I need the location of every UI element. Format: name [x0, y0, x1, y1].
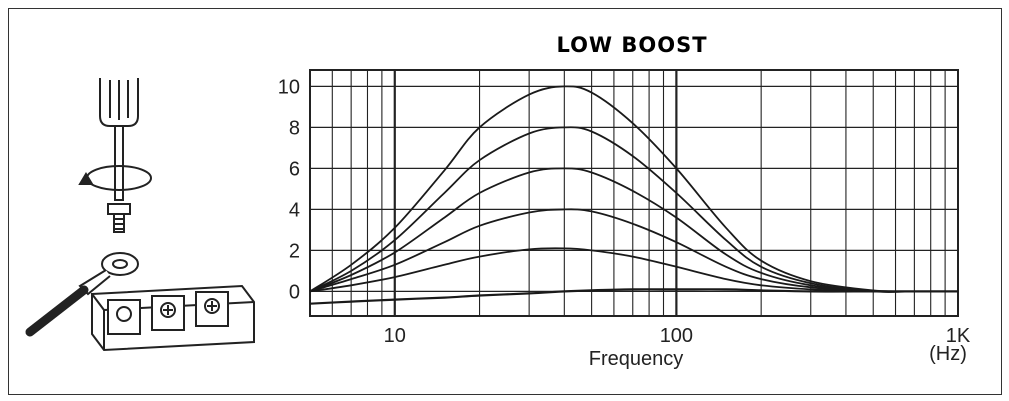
chart-grid	[309, 69, 959, 317]
y-tick-label: 4	[289, 199, 300, 221]
wire-icon	[25, 285, 89, 337]
screwdriver-shaft-icon	[114, 125, 124, 201]
y-tick-label: 10	[278, 76, 300, 98]
chart-ticks: 0 2 4 6 8 10 10 100 1K	[278, 76, 971, 347]
figure-frame	[8, 8, 1002, 395]
x-axis-label: Frequency	[589, 348, 684, 370]
terminal-wiring-illustration	[25, 78, 255, 352]
x-tick-label: 10	[384, 325, 406, 347]
series-line-2	[309, 247, 958, 293]
series-line-5	[309, 126, 958, 293]
low-boost-chart: LOW BOOST 0 2 4 6 8 10 10 100 1K Frequency (Hz)	[278, 33, 971, 370]
plot-frame	[309, 69, 959, 317]
x-tick-label: 1K	[946, 325, 971, 347]
y-tick-label: 0	[289, 281, 300, 303]
screw-icon	[107, 203, 131, 215]
y-tick-label: 6	[289, 158, 300, 180]
y-tick-label: 8	[289, 117, 300, 139]
chart-curves	[309, 85, 959, 305]
chart-title: LOW BOOST	[556, 33, 707, 57]
series-line-6	[309, 85, 959, 293]
y-tick-label: 2	[289, 240, 300, 262]
x-tick-label: 100	[660, 325, 693, 347]
x-axis-unit: (Hz)	[929, 343, 967, 365]
terminal-block-icon	[91, 284, 255, 352]
